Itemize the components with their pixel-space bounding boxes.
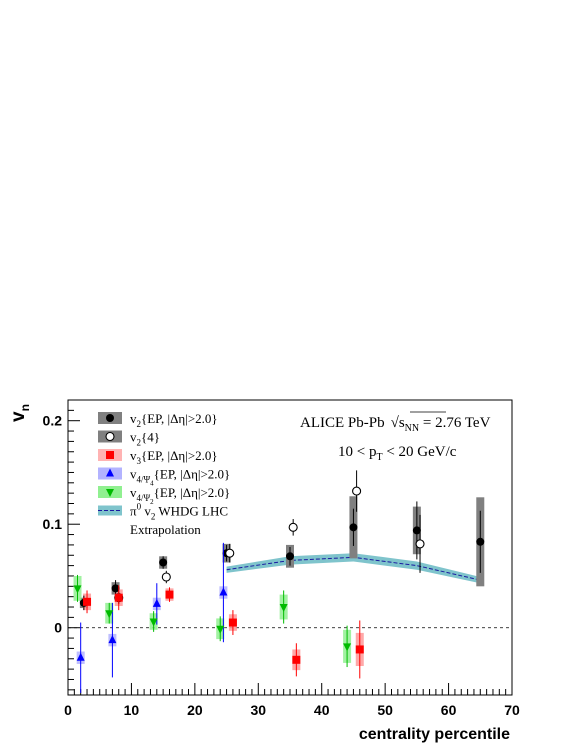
plot-frame: 0 10 20 30 40 50 60 70 0 0.1 0.2 — [43, 399, 520, 718]
marker-circle-filled — [412, 526, 421, 535]
legend-entry-v2_ep: v2{EP, |Δη|>2.0} — [130, 411, 218, 429]
legend-entry-v4_psi2: v4/Ψ2{EP, |Δη|>2.0} — [130, 485, 230, 506]
marker-circle-open — [352, 486, 362, 496]
legend-entry-v2_4: v2{4} — [130, 430, 160, 448]
marker-square — [355, 645, 364, 654]
marker-circle-filled — [159, 558, 168, 567]
marker-triangle-down — [106, 489, 114, 497]
pt-range-label: 10 < pT < 20 GeV/c — [338, 444, 457, 463]
marker-circle-filled — [476, 537, 485, 546]
y-tick-label: 0 — [54, 620, 62, 636]
marker-square — [165, 590, 174, 599]
marker-circle-filled — [286, 552, 294, 561]
marker-triangle-up — [106, 468, 114, 477]
x-axis-title: centrality percentile — [359, 726, 510, 743]
collision-system-label: ALICE Pb-Pb √sNN = 2.76 TeV — [300, 415, 491, 434]
legend-entry-v4_psi4: v4/Ψ4{EP, |Δη|>2.0} — [130, 467, 230, 488]
legend-entry-v3_ep: v3{EP, |Δη|>2.0} — [130, 448, 218, 466]
marker-circle-filled — [111, 584, 120, 593]
legend: v2{EP, |Δη|>2.0}v2{4}v3{EP, |Δη|>2.0}v4/… — [98, 411, 230, 537]
marker-square — [292, 655, 301, 664]
marker-triangle-down — [279, 604, 288, 613]
data-layer — [73, 470, 485, 693]
legend-entry-extrap: Extrapolation — [130, 522, 201, 537]
marker-triangle-down — [216, 625, 225, 634]
x-tick-label: 0 — [64, 702, 72, 718]
marker-circle-open — [288, 522, 298, 532]
marker-triangle-up — [108, 635, 117, 644]
x-tick-label: 10 — [124, 702, 140, 718]
marker-square — [106, 451, 114, 459]
marker-square — [114, 593, 123, 602]
y-tick-label: 0.1 — [43, 516, 63, 532]
x-tick-label: 70 — [504, 702, 520, 718]
x-tick-label: 60 — [441, 702, 457, 718]
marker-triangle-up — [219, 587, 228, 596]
marker-triangle-down — [105, 610, 114, 619]
x-tick-label: 20 — [187, 702, 203, 718]
x-tick-label: 50 — [377, 702, 393, 718]
marker-triangle-up — [76, 652, 85, 661]
marker-triangle-down — [73, 585, 82, 594]
legend-entry-whdg: π0 v2 WHDG LHC — [130, 502, 228, 522]
marker-square — [83, 597, 92, 606]
marker-triangle-down — [149, 618, 158, 627]
y-tick-label: 0.2 — [43, 413, 63, 429]
marker-circle-open — [225, 548, 235, 558]
marker-triangle-down — [343, 643, 352, 652]
marker-circle-open — [415, 539, 425, 549]
marker-circle-open — [105, 431, 115, 442]
x-tick-label: 40 — [314, 702, 330, 718]
marker-circle-filled — [106, 414, 114, 422]
marker-circle-open — [161, 572, 171, 582]
marker-circle-filled — [349, 523, 358, 532]
x-tick-label: 30 — [250, 702, 266, 718]
y-axis-title: vn — [8, 404, 32, 422]
marker-square — [228, 618, 237, 627]
marker-triangle-up — [152, 598, 161, 607]
